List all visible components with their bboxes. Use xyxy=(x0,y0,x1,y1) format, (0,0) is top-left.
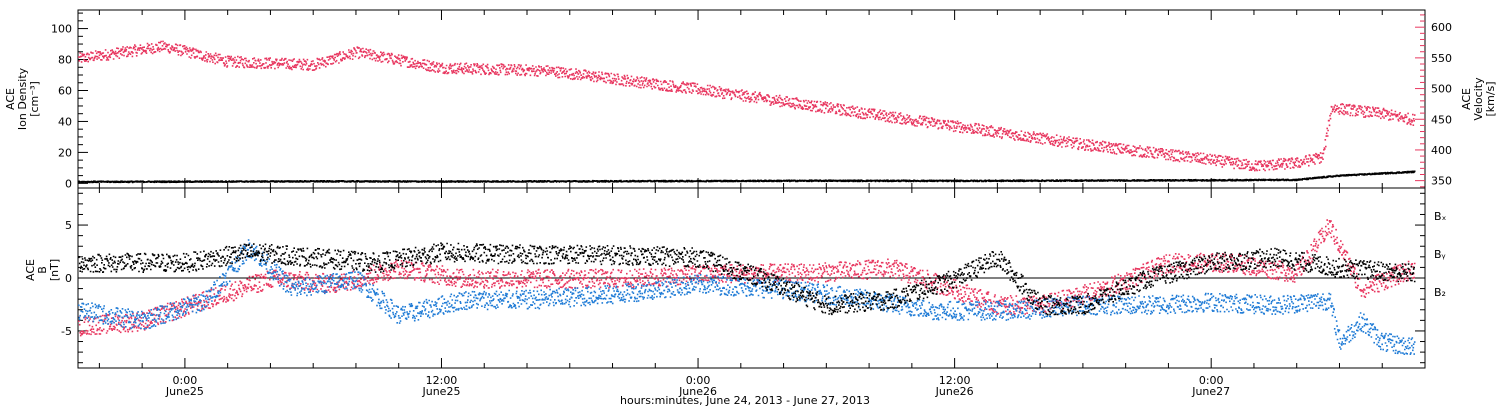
density-tick-label: 100 xyxy=(51,23,72,36)
velocity-tick-label: 550 xyxy=(1431,52,1452,65)
b-axis-title-line: ACE xyxy=(24,259,37,281)
legend-bz: B₂ xyxy=(1434,286,1446,299)
velocity-axis-title-line: Velocity xyxy=(1472,77,1485,121)
velocity-tick-label: 450 xyxy=(1431,113,1452,126)
velocity-axis-title-line: ACE xyxy=(1460,88,1473,110)
x-tick-time-label: 0:00 xyxy=(1199,374,1224,387)
legend-by: Bᵧ xyxy=(1434,248,1446,261)
velocity-axis-title-line: [km/s] xyxy=(1484,81,1497,116)
density-tick-label: 60 xyxy=(58,84,72,97)
b-series-bx xyxy=(78,242,1416,316)
x-tick-time-label: 0:00 xyxy=(686,374,711,387)
b-series-bx-points xyxy=(78,242,1416,316)
density-series xyxy=(78,170,1416,184)
b-tick-label: 5 xyxy=(65,219,72,232)
x-tick-time-label: 0:00 xyxy=(173,374,198,387)
x-tick-day-label: June25 xyxy=(165,385,204,398)
velocity-tick-label: 600 xyxy=(1431,21,1452,34)
b-tick-label: 0 xyxy=(65,272,72,285)
velocity-tick-label: 350 xyxy=(1431,175,1452,188)
density-tick-label: 40 xyxy=(58,115,72,128)
x-tick-day-label: June26 xyxy=(935,385,974,398)
velocity-tick-label: 500 xyxy=(1431,83,1452,96)
density-series-points xyxy=(78,170,1416,184)
b-tick-label: -5 xyxy=(61,325,72,338)
bottom-panel: -5 0 5 ACE B [nT] Bₓ Bᵧ B₂ xyxy=(24,187,1447,369)
density-tick-label: 20 xyxy=(58,146,72,159)
x-tick-day-label: June27 xyxy=(1191,385,1230,398)
density-axis-title-line: [cm⁻³] xyxy=(28,81,41,117)
x-axis: 0:00June2512:00June250:00June2612:00June… xyxy=(98,10,1426,398)
density-tick-label: 0 xyxy=(65,177,72,190)
density-axis-title-line: Ion Density xyxy=(16,67,29,130)
velocity-tick-label: 400 xyxy=(1431,144,1452,157)
b-axis-title-line: [nT] xyxy=(48,259,61,281)
x-tick-day-label: June26 xyxy=(678,385,717,398)
legend-bx: Bₓ xyxy=(1434,210,1447,223)
density-axis-title-line: ACE xyxy=(4,88,17,110)
velocity-series-points xyxy=(78,40,1416,172)
b-axis-title-line: B xyxy=(36,266,49,274)
velocity-series xyxy=(78,40,1416,172)
x-tick-day-label: June25 xyxy=(421,385,460,398)
x-tick-time-label: 12:00 xyxy=(939,374,971,387)
x-axis-title: hours:minutes, June 24, 2013 - June 27, … xyxy=(620,394,870,407)
x-tick-time-label: 12:00 xyxy=(426,374,458,387)
density-tick-label: 80 xyxy=(58,54,72,67)
